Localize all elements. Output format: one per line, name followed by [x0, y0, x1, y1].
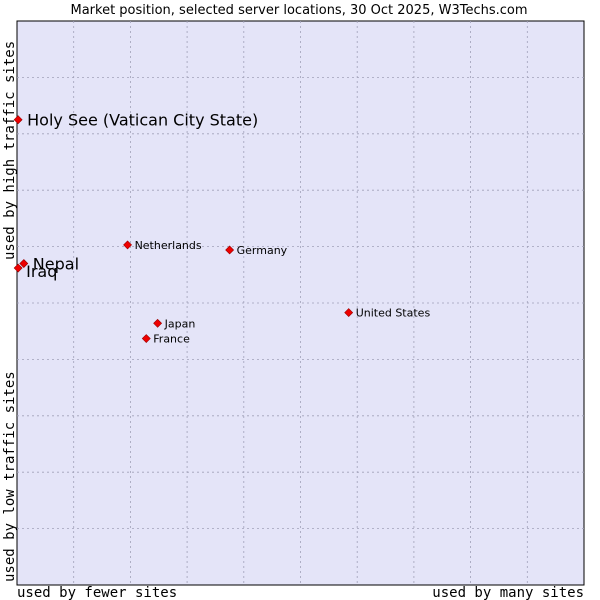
point-label: Nepal	[33, 255, 79, 274]
data-point-iraq: Iraq	[13, 262, 57, 281]
data-point-france: France	[141, 333, 190, 346]
point-label: Japan	[164, 317, 196, 330]
data-point-united-states: United States	[344, 307, 431, 320]
data-point-netherlands: Netherlands	[123, 239, 202, 252]
point-marker	[123, 240, 132, 250]
y-axis-label-bottom: used by low traffic sites	[2, 371, 18, 582]
data-point-japan: Japan	[153, 317, 196, 330]
point-label: Germany	[237, 244, 288, 257]
point-marker	[13, 263, 23, 273]
point-label: Holy See (Vatican City State)	[27, 111, 258, 130]
data-point-germany: Germany	[225, 244, 288, 257]
data-point-nepal: Nepal	[19, 255, 79, 274]
data-point-holy-see-vatican-city-state: Holy See (Vatican City State)	[13, 111, 258, 130]
point-marker	[19, 259, 29, 268]
point-label: France	[153, 333, 190, 346]
point-marker	[141, 334, 151, 343]
point-marker	[344, 308, 354, 318]
x-axis-label-left: used by fewer sites	[17, 585, 177, 600]
point-marker	[225, 245, 235, 255]
chart-title: Market position, selected server locatio…	[70, 3, 527, 18]
y-axis-label-top: used by high traffic sites	[2, 41, 18, 260]
grid-lines	[17, 21, 584, 585]
point-label: United States	[356, 307, 431, 320]
point-marker	[13, 115, 23, 125]
point-label: Iraq	[26, 262, 57, 281]
point-marker	[153, 318, 163, 328]
point-label: Netherlands	[135, 239, 202, 252]
x-axis-label-right: used by many sites	[432, 585, 584, 600]
